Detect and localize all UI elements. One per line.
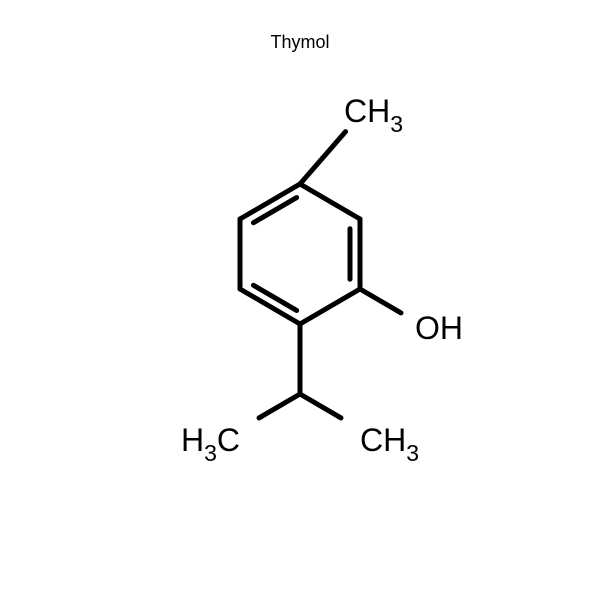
chem-label-iso_l: H3C [181,422,240,464]
chem-label-iso_r: CH3 [360,422,419,464]
chem-label-me_top: CH3 [344,93,403,135]
chem-label-oh: OH [415,310,463,347]
structure-diagram [0,0,600,600]
